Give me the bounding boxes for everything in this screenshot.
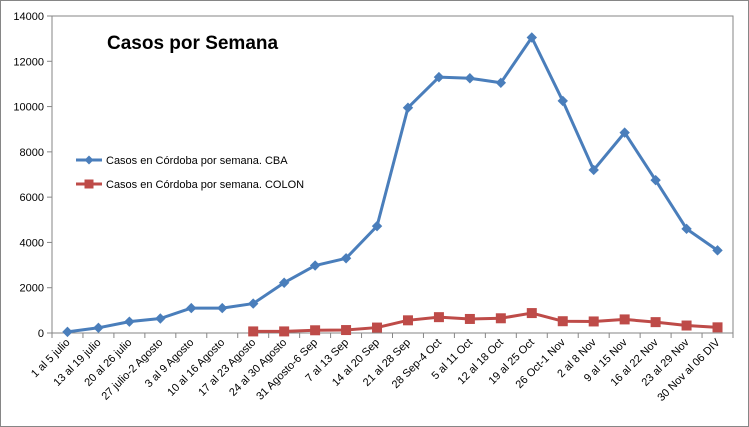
legend: Casos en Córdoba por semana. CBA Casos en… (76, 155, 304, 191)
data-point (433, 71, 445, 83)
data-point (650, 174, 661, 186)
data-point (650, 317, 661, 328)
y-tick-label: 8000 (20, 147, 44, 159)
data-point (248, 326, 259, 337)
data-point (464, 313, 475, 324)
data-point (681, 223, 692, 235)
data-point (340, 253, 352, 264)
series-1 (62, 32, 723, 338)
data-point (372, 322, 383, 333)
data-point (588, 164, 599, 176)
data-point (371, 220, 383, 232)
data-point (309, 260, 321, 271)
legend-item-1: Casos en Córdoba por semana. CBA (76, 155, 288, 167)
data-point (495, 313, 506, 324)
legend-marker (84, 155, 94, 165)
chart-title: Casos por Semana (107, 33, 278, 54)
series-layer (62, 32, 723, 338)
legend-label: Casos en Córdoba por semana. COLON (106, 179, 304, 191)
data-point (341, 325, 352, 336)
series-2 (248, 308, 723, 337)
data-point (464, 73, 476, 84)
series-line (67, 36, 719, 334)
legend-marker (84, 179, 94, 189)
data-point (217, 302, 228, 314)
data-point (186, 302, 197, 314)
y-tick-label: 0 (38, 328, 44, 340)
data-point (619, 127, 630, 138)
y-tick-label: 14000 (13, 11, 44, 23)
y-tick-label: 2000 (20, 283, 44, 295)
data-point (93, 322, 104, 333)
y-tick-label: 4000 (20, 237, 44, 249)
legend-label: Casos en Córdoba por semana. CBA (106, 155, 288, 167)
data-point (155, 313, 166, 324)
data-point (402, 102, 414, 113)
data-point (62, 326, 73, 338)
series-line (253, 311, 718, 333)
y-tick-label: 12000 (13, 56, 44, 68)
data-point (278, 277, 290, 288)
data-point (712, 322, 723, 333)
data-point (588, 316, 599, 327)
data-point (557, 316, 568, 327)
data-point (619, 314, 630, 325)
data-point (681, 320, 692, 331)
data-point (712, 245, 723, 256)
data-point (124, 316, 135, 327)
data-point (526, 32, 538, 43)
data-point (526, 308, 537, 319)
data-point (433, 312, 444, 323)
legend-item-2: Casos en Córdoba por semana. COLON (76, 179, 304, 191)
data-point (495, 77, 507, 89)
data-point (247, 298, 259, 309)
data-point (279, 326, 290, 337)
y-tick-label: 6000 (20, 192, 44, 204)
y-tick-label: 10000 (13, 102, 44, 114)
data-point (557, 95, 568, 107)
data-point (310, 325, 321, 336)
data-point (402, 315, 413, 326)
